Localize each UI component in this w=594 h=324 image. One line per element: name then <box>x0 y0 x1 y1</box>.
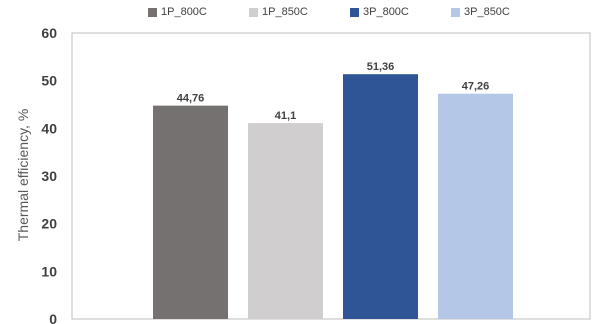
bar <box>153 105 228 319</box>
bar <box>438 93 513 320</box>
data-label: 44,76 <box>177 93 205 105</box>
legend-swatch <box>451 7 460 17</box>
legend-label: 3P_850C <box>464 6 510 18</box>
bar <box>248 123 323 319</box>
y-tick-label: 0 <box>49 311 57 324</box>
legend: 1P_800C 1P_850C 3P_800C 3P_850C <box>0 6 594 26</box>
legend-item: 1P_800C <box>148 6 207 18</box>
data-label: 51,36 <box>367 61 395 73</box>
y-tick-label: 20 <box>41 216 57 232</box>
legend-swatch <box>148 7 157 17</box>
legend-label: 3P_800C <box>363 6 409 18</box>
y-tick-label: 40 <box>41 120 57 136</box>
legend-item: 1P_850C <box>249 6 308 18</box>
y-tick-label: 50 <box>41 73 57 89</box>
bar <box>343 74 418 320</box>
legend-item: 3P_800C <box>350 6 409 18</box>
legend-item: 3P_850C <box>451 6 510 18</box>
y-tick-label: 60 <box>41 25 57 41</box>
y-tick-label: 30 <box>41 168 57 184</box>
legend-swatch <box>350 7 359 17</box>
legend-label: 1P_800C <box>161 6 207 18</box>
plot-area <box>71 32 591 320</box>
legend-swatch <box>249 7 258 17</box>
data-label: 41,1 <box>275 110 296 122</box>
data-label: 47,26 <box>462 81 490 93</box>
legend-label: 1P_850C <box>262 6 308 18</box>
y-tick-label: 10 <box>41 263 57 279</box>
